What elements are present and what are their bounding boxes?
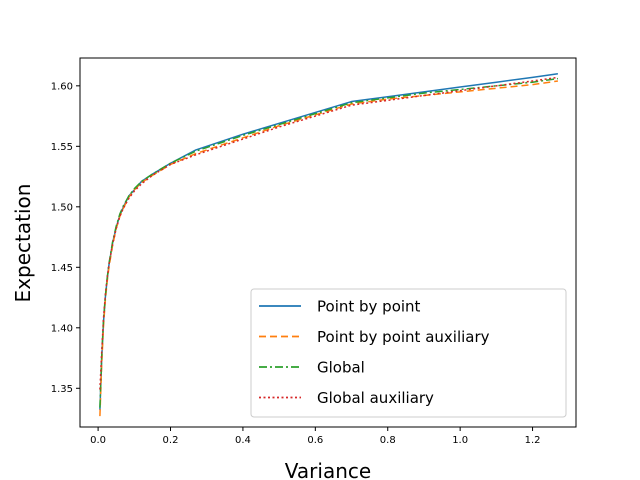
- x-tick-label: 0.8: [380, 435, 396, 446]
- y-tick-label: 1.55: [51, 142, 73, 153]
- x-tick-label: 1.0: [452, 435, 468, 446]
- legend-label: Point by point: [317, 298, 421, 316]
- plot-lines: [99, 72, 559, 417]
- series-line-2: [99, 80, 559, 417]
- x-tick-label: 0.2: [163, 435, 179, 446]
- x-axis-title: Variance: [285, 459, 371, 480]
- legend: Point by point Point by point auxiliary Gl…: [250, 288, 567, 418]
- legend-box: [250, 288, 567, 418]
- y-axis: 1.35 1.40 1.45 1.50 1.55 1.60: [51, 81, 80, 395]
- y-tick-label: 1.35: [51, 384, 73, 395]
- x-tick-label: 0.6: [307, 435, 323, 446]
- series-line-4: [99, 76, 559, 390]
- legend-label: Global auxiliary: [317, 389, 434, 407]
- legend-label: Global: [317, 359, 365, 377]
- series-line-3: [99, 77, 559, 408]
- y-axis-title: Expectation: [11, 184, 35, 303]
- y-tick-label: 1.60: [51, 81, 73, 92]
- y-tick-label: 1.45: [51, 263, 73, 274]
- axes-frame: [79, 57, 577, 428]
- y-tick-label: 1.50: [51, 202, 73, 213]
- x-tick-label: 1.2: [525, 435, 541, 446]
- legend-label: Point by point auxiliary: [317, 328, 490, 346]
- x-tick-label: 0.0: [90, 435, 106, 446]
- x-axis: 0.0 0.2 0.4 0.6 0.8 1.0 1.2: [90, 427, 541, 446]
- x-tick-label: 0.4: [235, 435, 251, 446]
- y-tick-label: 1.40: [51, 323, 73, 334]
